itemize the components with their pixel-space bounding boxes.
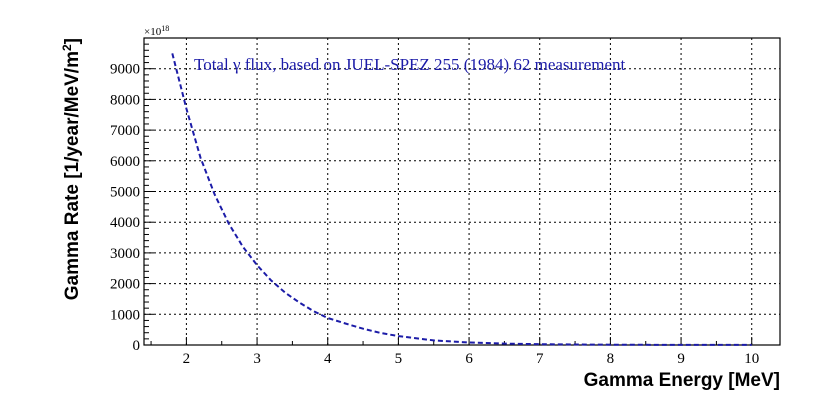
- x-axis-title: Gamma Energy [MeV]: [584, 370, 780, 391]
- y-tick-label: 4000: [110, 215, 140, 231]
- y-tick-label: 5000: [110, 185, 140, 201]
- x-tick-label: 7: [536, 351, 544, 367]
- y-tick-label: 2000: [110, 277, 140, 293]
- x-tick-label: 9: [677, 351, 685, 367]
- y-tick-label: 8000: [110, 92, 140, 108]
- legend-label: Total γ flux, based on JUEL-SPEZ 255 (19…: [194, 55, 626, 74]
- x-tick-label: 8: [607, 351, 615, 367]
- y-tick-label: 7000: [110, 123, 140, 139]
- y-tick-label: 9000: [110, 62, 140, 78]
- x-tick-label: 2: [183, 351, 191, 367]
- series-layer: [171, 53, 752, 346]
- y-multiplier-exponent: 18: [161, 24, 169, 33]
- y-axis-title: Gamma Rate [1/year/MeV/m2]: [60, 38, 83, 300]
- x-tick-label: 3: [253, 351, 261, 367]
- x-tick-label: 4: [324, 351, 332, 367]
- y-axis-title-close: ]: [62, 38, 83, 44]
- y-multiplier: ×1018: [144, 24, 169, 38]
- x-tick-label: 6: [465, 351, 473, 367]
- y-tick-label: 3000: [110, 246, 140, 262]
- grid: [144, 38, 780, 345]
- x-tick-label: 10: [744, 351, 759, 367]
- y-multiplier-base: ×10: [144, 26, 162, 38]
- y-tick-label: 6000: [110, 154, 140, 170]
- axis-ticks: [144, 43, 753, 346]
- x-tick-label: 5: [395, 351, 403, 367]
- y-axis-title-main: Gamma Rate [1/year/MeV/m: [62, 51, 83, 300]
- series-line: [171, 53, 752, 346]
- y-axis-title-superscript: 2: [60, 44, 74, 51]
- y-tick-label: 0: [133, 338, 141, 354]
- y-tick-label: 1000: [110, 307, 140, 323]
- tick-labels: 2 3 4 5 6 7 8 9 10 0 1000 2000 3000 4000 5000 6000 7000 8…: [110, 62, 759, 367]
